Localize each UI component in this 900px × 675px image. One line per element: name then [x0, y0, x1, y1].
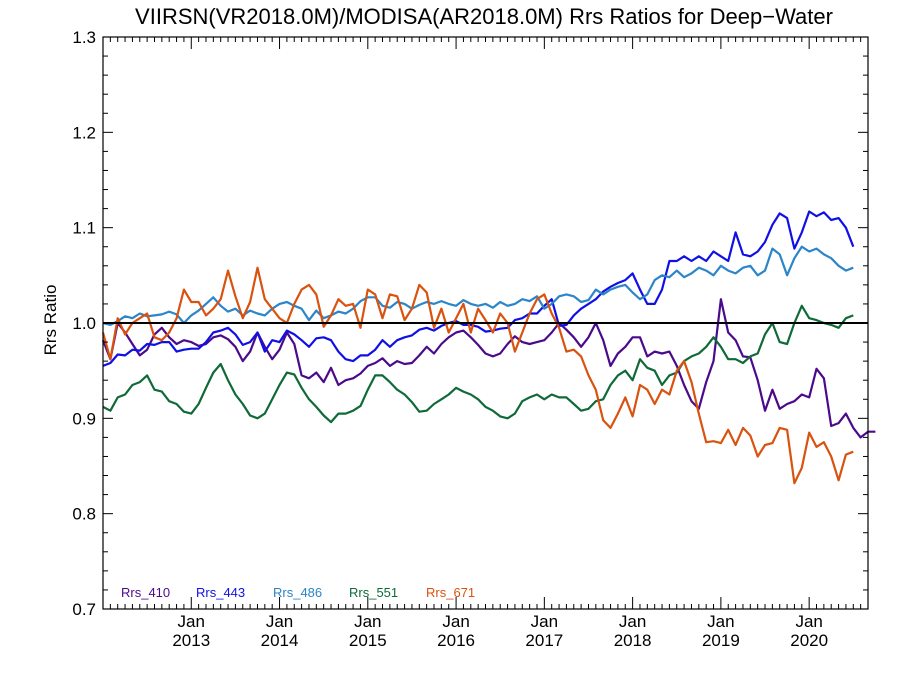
y-tick-label: 0.8 — [72, 505, 96, 524]
x-tick-label-month: Jan — [266, 612, 293, 631]
legend-item-rrs-410: Rrs_410 — [121, 585, 170, 600]
y-tick-label: 0.9 — [72, 409, 96, 428]
legend-item-rrs-551: Rrs_551 — [349, 585, 398, 600]
x-tick-label-month: Jan — [442, 612, 469, 631]
y-tick-label: 1.2 — [72, 123, 96, 142]
legend-item-rrs-486: Rrs_486 — [273, 585, 322, 600]
x-tick-label-year: 2017 — [525, 631, 563, 650]
x-tick-label-month: Jan — [354, 612, 381, 631]
chart-title: VIIRSN(VR2018.0M)/MODISA(AR2018.0M) Rrs … — [135, 4, 833, 29]
x-tick-label-month: Jan — [795, 612, 822, 631]
y-axis-label: Rrs Ratio — [41, 285, 60, 356]
y-tick-label: 1.3 — [72, 28, 96, 47]
x-tick-label-year: 2020 — [790, 631, 828, 650]
x-tick-label-year: 2014 — [261, 631, 299, 650]
x-tick-label-year: 2018 — [614, 631, 652, 650]
x-tick-label-month: Jan — [707, 612, 734, 631]
x-tick-label-month: Jan — [531, 612, 558, 631]
x-tick-label-year: 2019 — [702, 631, 740, 650]
series-line-rrs-671 — [101, 266, 854, 485]
series-line-rrs-443 — [102, 210, 855, 367]
y-tick-label: 1.1 — [72, 219, 96, 238]
x-tick-label-month: Jan — [619, 612, 646, 631]
plot-area: 0.70.80.91.01.11.21.3Jan2013Jan2014Jan20… — [72, 28, 876, 650]
x-tick-label-year: 2016 — [437, 631, 475, 650]
series-line-rrs-486 — [102, 245, 854, 326]
y-tick-label: 0.7 — [72, 600, 96, 619]
series-line-rrs-551 — [102, 304, 854, 424]
legend-item-rrs-443: Rrs_443 — [196, 585, 245, 600]
x-tick-label-year: 2015 — [349, 631, 387, 650]
legend-item-rrs-671: Rrs_671 — [426, 585, 475, 600]
x-tick-label-month: Jan — [178, 612, 205, 631]
x-tick-label-year: 2013 — [172, 631, 210, 650]
series-line-rrs-410 — [101, 298, 876, 439]
y-tick-label: 1.0 — [72, 314, 96, 333]
